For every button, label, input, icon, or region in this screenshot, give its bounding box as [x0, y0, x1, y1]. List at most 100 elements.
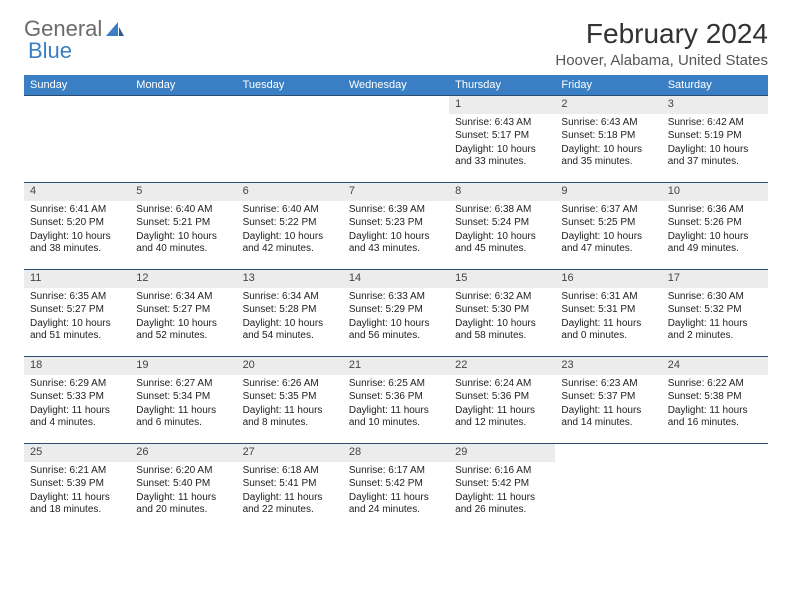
sunset-line: Sunset: 5:23 PM	[349, 217, 443, 230]
sail-icon	[104, 20, 126, 38]
day-cell: 18Sunrise: 6:29 AMSunset: 5:33 PMDayligh…	[24, 357, 130, 443]
day-body: Sunrise: 6:24 AMSunset: 5:36 PMDaylight:…	[449, 375, 555, 435]
title-block: February 2024 Hoover, Alabama, United St…	[555, 18, 768, 69]
sunrise-line: Sunrise: 6:38 AM	[455, 204, 549, 217]
sunrise-line: Sunrise: 6:36 AM	[668, 204, 762, 217]
sunrise-line: Sunrise: 6:37 AM	[561, 204, 655, 217]
day-cell: 26Sunrise: 6:20 AMSunset: 5:40 PMDayligh…	[130, 444, 236, 530]
day-cell: 23Sunrise: 6:23 AMSunset: 5:37 PMDayligh…	[555, 357, 661, 443]
sunset-line: Sunset: 5:21 PM	[136, 217, 230, 230]
day-body: Sunrise: 6:31 AMSunset: 5:31 PMDaylight:…	[555, 288, 661, 348]
weekday-wednesday: Wednesday	[343, 75, 449, 95]
day-body: Sunrise: 6:25 AMSunset: 5:36 PMDaylight:…	[343, 375, 449, 435]
daylight-line: Daylight: 10 hours and 54 minutes.	[243, 318, 337, 343]
week-row: 1Sunrise: 6:43 AMSunset: 5:17 PMDaylight…	[24, 95, 768, 182]
day-body: Sunrise: 6:33 AMSunset: 5:29 PMDaylight:…	[343, 288, 449, 348]
sunset-line: Sunset: 5:35 PM	[243, 391, 337, 404]
weekday-monday: Monday	[130, 75, 236, 95]
daylight-line: Daylight: 10 hours and 43 minutes.	[349, 231, 443, 256]
day-number: 8	[449, 183, 555, 201]
sunrise-line: Sunrise: 6:34 AM	[136, 291, 230, 304]
sunrise-line: Sunrise: 6:39 AM	[349, 204, 443, 217]
day-cell: 21Sunrise: 6:25 AMSunset: 5:36 PMDayligh…	[343, 357, 449, 443]
day-number: 23	[555, 357, 661, 375]
day-cell: 12Sunrise: 6:34 AMSunset: 5:27 PMDayligh…	[130, 270, 236, 356]
sunrise-line: Sunrise: 6:40 AM	[243, 204, 337, 217]
day-number: 20	[237, 357, 343, 375]
calendar-grid: Sunday Monday Tuesday Wednesday Thursday…	[24, 75, 768, 530]
daylight-line: Daylight: 11 hours and 10 minutes.	[349, 405, 443, 430]
day-body: Sunrise: 6:40 AMSunset: 5:22 PMDaylight:…	[237, 201, 343, 261]
day-cell: 2Sunrise: 6:43 AMSunset: 5:18 PMDaylight…	[555, 96, 661, 182]
sunset-line: Sunset: 5:29 PM	[349, 304, 443, 317]
sunrise-line: Sunrise: 6:18 AM	[243, 465, 337, 478]
day-number: 2	[555, 96, 661, 114]
daylight-line: Daylight: 10 hours and 58 minutes.	[455, 318, 549, 343]
day-cell: 9Sunrise: 6:37 AMSunset: 5:25 PMDaylight…	[555, 183, 661, 269]
daylight-line: Daylight: 11 hours and 24 minutes.	[349, 492, 443, 517]
daylight-line: Daylight: 10 hours and 42 minutes.	[243, 231, 337, 256]
day-cell: 28Sunrise: 6:17 AMSunset: 5:42 PMDayligh…	[343, 444, 449, 530]
day-cell: 3Sunrise: 6:42 AMSunset: 5:19 PMDaylight…	[662, 96, 768, 182]
weekday-sunday: Sunday	[24, 75, 130, 95]
sunrise-line: Sunrise: 6:23 AM	[561, 378, 655, 391]
daylight-line: Daylight: 11 hours and 12 minutes.	[455, 405, 549, 430]
sunrise-line: Sunrise: 6:27 AM	[136, 378, 230, 391]
daylight-line: Daylight: 11 hours and 26 minutes.	[455, 492, 549, 517]
sunset-line: Sunset: 5:34 PM	[136, 391, 230, 404]
day-number: 13	[237, 270, 343, 288]
day-number: 29	[449, 444, 555, 462]
sunrise-line: Sunrise: 6:43 AM	[455, 117, 549, 130]
day-body: Sunrise: 6:32 AMSunset: 5:30 PMDaylight:…	[449, 288, 555, 348]
sunset-line: Sunset: 5:27 PM	[30, 304, 124, 317]
sunset-line: Sunset: 5:39 PM	[30, 478, 124, 491]
day-body: Sunrise: 6:30 AMSunset: 5:32 PMDaylight:…	[662, 288, 768, 348]
sunrise-line: Sunrise: 6:42 AM	[668, 117, 762, 130]
sunset-line: Sunset: 5:31 PM	[561, 304, 655, 317]
day-cell: 14Sunrise: 6:33 AMSunset: 5:29 PMDayligh…	[343, 270, 449, 356]
daylight-line: Daylight: 10 hours and 33 minutes.	[455, 144, 549, 169]
logo-line2: Blue	[28, 40, 72, 62]
daylight-line: Daylight: 11 hours and 22 minutes.	[243, 492, 337, 517]
day-number: 11	[24, 270, 130, 288]
sunrise-line: Sunrise: 6:41 AM	[30, 204, 124, 217]
day-number: 26	[130, 444, 236, 462]
daylight-line: Daylight: 10 hours and 40 minutes.	[136, 231, 230, 256]
daylight-line: Daylight: 10 hours and 45 minutes.	[455, 231, 549, 256]
sunset-line: Sunset: 5:24 PM	[455, 217, 549, 230]
day-number: 15	[449, 270, 555, 288]
day-body: Sunrise: 6:36 AMSunset: 5:26 PMDaylight:…	[662, 201, 768, 261]
daylight-line: Daylight: 11 hours and 18 minutes.	[30, 492, 124, 517]
sunset-line: Sunset: 5:42 PM	[455, 478, 549, 491]
sunrise-line: Sunrise: 6:26 AM	[243, 378, 337, 391]
day-number: 7	[343, 183, 449, 201]
day-cell: 25 Sunrise: 6:21 AMSunset: 5:39 PMDayligh…	[24, 444, 130, 530]
day-body: Sunrise: 6:43 AMSunset: 5:17 PMDaylight:…	[449, 114, 555, 174]
daylight-line: Daylight: 11 hours and 14 minutes.	[561, 405, 655, 430]
day-cell: 17Sunrise: 6:30 AMSunset: 5:32 PMDayligh…	[662, 270, 768, 356]
day-cell: 6Sunrise: 6:40 AMSunset: 5:22 PMDaylight…	[237, 183, 343, 269]
day-cell-empty	[662, 444, 768, 530]
day-body: Sunrise: 6:22 AMSunset: 5:38 PMDaylight:…	[662, 375, 768, 435]
sunrise-line: Sunrise: 6:40 AM	[136, 204, 230, 217]
day-body: Sunrise: 6:26 AMSunset: 5:35 PMDaylight:…	[237, 375, 343, 435]
sunset-line: Sunset: 5:38 PM	[668, 391, 762, 404]
sunset-line: Sunset: 5:20 PM	[30, 217, 124, 230]
day-number: 22	[449, 357, 555, 375]
sunset-line: Sunset: 5:18 PM	[561, 130, 655, 143]
daylight-line: Daylight: 10 hours and 51 minutes.	[30, 318, 124, 343]
day-cell: 10Sunrise: 6:36 AMSunset: 5:26 PMDayligh…	[662, 183, 768, 269]
day-body: Sunrise: 6:38 AMSunset: 5:24 PMDaylight:…	[449, 201, 555, 261]
day-body: Sunrise: 6:20 AMSunset: 5:40 PMDaylight:…	[130, 462, 236, 522]
day-number: 25	[24, 444, 130, 462]
month-title: February 2024	[555, 18, 768, 50]
daylight-line: Daylight: 11 hours and 2 minutes.	[668, 318, 762, 343]
sunset-line: Sunset: 5:36 PM	[349, 391, 443, 404]
sunrise-line: Sunrise: 6:31 AM	[561, 291, 655, 304]
weekday-saturday: Saturday	[662, 75, 768, 95]
week-row: 18Sunrise: 6:29 AMSunset: 5:33 PMDayligh…	[24, 356, 768, 443]
day-number: 1	[449, 96, 555, 114]
day-cell: 15Sunrise: 6:32 AMSunset: 5:30 PMDayligh…	[449, 270, 555, 356]
sunrise-line: Sunrise: 6:21 AM	[30, 465, 124, 478]
day-cell-empty	[130, 96, 236, 182]
